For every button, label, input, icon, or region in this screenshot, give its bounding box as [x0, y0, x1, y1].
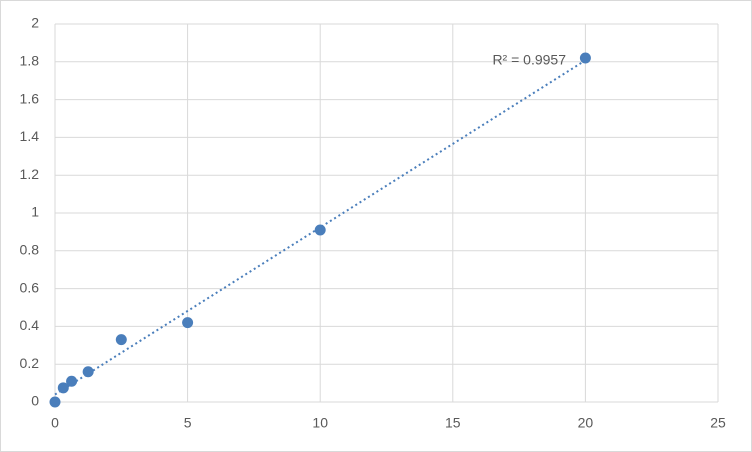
y-tick-label: 0.4 — [20, 317, 40, 333]
x-tick-label: 5 — [184, 415, 192, 431]
y-tick-label: 1 — [31, 204, 39, 220]
y-tick-label: 1.6 — [20, 90, 40, 106]
point — [82, 366, 94, 378]
y-tick-label: 1.4 — [20, 128, 40, 144]
y-tick-label: 0.6 — [20, 279, 40, 295]
x-tick-label: 20 — [578, 415, 594, 431]
point — [49, 396, 61, 408]
annotation: R² = 0.9957 — [492, 52, 566, 68]
y-tick-label: 0 — [31, 393, 39, 409]
x-tick-label: 25 — [710, 415, 726, 431]
y-tick-label: 0.2 — [20, 355, 40, 371]
x-tick-label: 0 — [51, 415, 59, 431]
point — [579, 52, 591, 64]
point — [66, 375, 78, 387]
x-tick-label: 10 — [312, 415, 328, 431]
point — [115, 334, 127, 346]
point — [314, 224, 326, 236]
y-tick-label: 0.8 — [20, 242, 40, 258]
y-tick-label: 1.2 — [20, 166, 40, 182]
x-tick-label: 15 — [445, 415, 461, 431]
point — [182, 317, 194, 329]
point — [57, 382, 69, 394]
y-tick-label: 1.8 — [20, 53, 40, 69]
y-tick-label: 2 — [31, 15, 39, 31]
